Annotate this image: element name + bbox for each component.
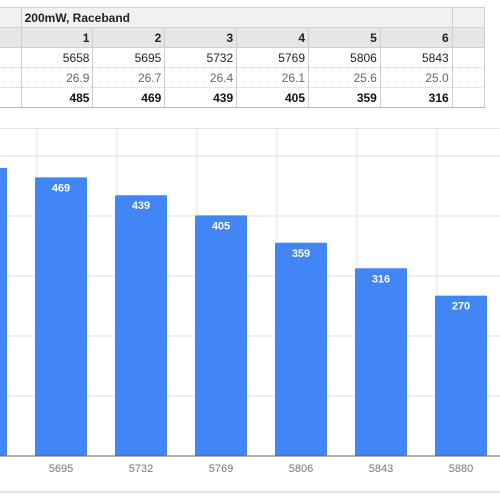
- bar-chart[interactable]: 485469439405359316270 569557325769580658…: [0, 128, 500, 500]
- bar-5695[interactable]: [35, 177, 87, 456]
- percent-cell[interactable]: 25.0: [379, 67, 453, 88]
- result-cell[interactable]: 469: [92, 87, 166, 108]
- x-tick-labels: 5695 5732 5769 5806 5843 5880: [49, 463, 473, 475]
- frequency-cell[interactable]: 5658: [20, 47, 94, 68]
- bar-5843[interactable]: [355, 268, 407, 456]
- percent-cell[interactable]: 26.1: [236, 67, 309, 88]
- result-cell[interactable]: 485: [20, 87, 94, 108]
- channel-cell[interactable]: 5: [308, 27, 381, 48]
- x-tick-label: 5769: [209, 463, 233, 475]
- percent-row: 26.9 26.7 26.4 26.1 25.6 25.0: [0, 67, 486, 88]
- x-tick-label: 5732: [129, 463, 153, 475]
- spreadsheet-table: 200mW, Raceband 1 2 3 4 5 6 5658 5695 57…: [0, 7, 486, 108]
- bar-label: 405: [212, 220, 230, 232]
- frequency-cell[interactable]: 5769: [236, 47, 309, 68]
- bar-series: [0, 167, 487, 456]
- bar-5658[interactable]: [0, 167, 7, 456]
- chart-area: 485469439405359316270 569557325769580658…: [0, 128, 500, 500]
- bar-label: 439: [132, 200, 150, 212]
- x-tick-label: 5880: [449, 463, 473, 475]
- channel-cell[interactable]: 1: [20, 27, 94, 48]
- frequency-cell[interactable]: 5732: [164, 47, 238, 68]
- channel-row: 1 2 3 4 5 6: [0, 27, 486, 48]
- bar-label: 270: [452, 301, 470, 313]
- percent-cell[interactable]: 26.4: [164, 67, 238, 88]
- result-cell[interactable]: 439: [164, 87, 238, 108]
- percent-cell[interactable]: 25.6: [308, 67, 381, 88]
- frequency-cell[interactable]: 5806: [308, 47, 381, 68]
- frequency-row: 5658 5695 5732 5769 5806 5843: [0, 47, 486, 68]
- channel-cell[interactable]: 6: [379, 27, 453, 48]
- result-row: 485 469 439 405 359 316: [0, 87, 486, 108]
- result-cell[interactable]: 359: [308, 87, 381, 108]
- channel-cell[interactable]: 2: [92, 27, 166, 48]
- percent-cell[interactable]: 26.7: [92, 67, 166, 88]
- bar-5769[interactable]: [195, 215, 247, 456]
- result-cell[interactable]: 316: [379, 87, 453, 108]
- sheet-title-row: 200mW, Raceband: [0, 7, 486, 28]
- bar-label: 359: [292, 248, 310, 260]
- sheet-title[interactable]: 200mW, Raceband: [20, 7, 453, 28]
- channel-cell[interactable]: 3: [164, 27, 238, 48]
- bar-5732[interactable]: [115, 195, 167, 456]
- bar-5880[interactable]: [435, 295, 487, 456]
- x-tick-label: 5843: [369, 463, 393, 475]
- percent-cell[interactable]: 26.9: [20, 67, 94, 88]
- bar-label: 316: [372, 273, 390, 285]
- bar-labels: 485469439405359316270: [52, 182, 470, 313]
- x-tick-label: 5806: [289, 463, 313, 475]
- frequency-cell[interactable]: 5695: [92, 47, 166, 68]
- x-tick-label: 5695: [49, 463, 73, 475]
- channel-cell[interactable]: 4: [236, 27, 309, 48]
- frequency-cell[interactable]: 5843: [379, 47, 453, 68]
- bar-label: 469: [52, 182, 70, 194]
- bar-5806[interactable]: [275, 242, 327, 456]
- result-cell[interactable]: 405: [236, 87, 309, 108]
